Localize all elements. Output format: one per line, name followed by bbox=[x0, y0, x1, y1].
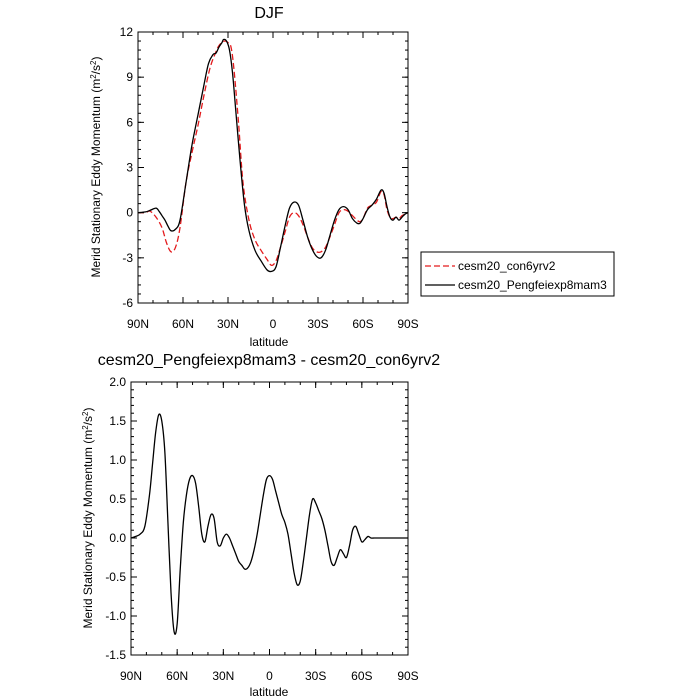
top-x-tick-label: 30N bbox=[217, 317, 239, 331]
bottom-y-tick-label: 0.0 bbox=[109, 531, 126, 545]
top-series-group bbox=[137, 38, 409, 273]
bottom-x-tick-label: 30N bbox=[212, 669, 234, 683]
top-y-tick-label: 12 bbox=[120, 25, 134, 39]
top-y-ticks: -6 -3 0 3 6 9 12 bbox=[120, 25, 408, 310]
bottom-y-tick-label: 1.5 bbox=[109, 414, 126, 428]
bottom-series-group bbox=[130, 413, 408, 635]
bottom-y-label-end: ) bbox=[81, 408, 95, 412]
top-series-line-2 bbox=[137, 38, 409, 273]
top-y-tick-label: -3 bbox=[122, 251, 133, 265]
bottom-series-line-1 bbox=[130, 413, 408, 635]
top-series-line-1 bbox=[137, 40, 409, 267]
bottom-y-axis-label: Merid Stationary Eddy Momentum (m2/s2) bbox=[81, 408, 96, 629]
top-y-label-main: Merid Stationary Eddy Momentum (m bbox=[89, 79, 103, 278]
top-y-label-sup2: 2 bbox=[89, 60, 98, 65]
top-y-label-sup: 2 bbox=[89, 74, 98, 79]
top-y-label-mid: /s bbox=[89, 65, 103, 74]
bottom-chart-title: cesm20_Pengfeiexp8mam3 - cesm20_con6yrv2 bbox=[98, 352, 441, 369]
top-y-tick-label: 6 bbox=[126, 115, 133, 129]
bottom-y-tick-label: -0.5 bbox=[105, 570, 126, 584]
bottom-y-tick-label: 2.0 bbox=[109, 375, 126, 389]
bottom-x-tick-label: 30S bbox=[305, 669, 326, 683]
top-y-tick-label: 9 bbox=[126, 70, 133, 84]
top-plot-frame bbox=[137, 31, 409, 304]
top-y-label-end: ) bbox=[89, 57, 103, 61]
top-y-tick-label: -6 bbox=[122, 296, 133, 310]
top-chart-title: DJF bbox=[254, 5, 284, 22]
top-y-tick-label: 3 bbox=[126, 161, 133, 175]
bottom-y-tick-label: -1.0 bbox=[105, 609, 126, 623]
legend-label-series-2: cesm20_Pengfeiexp8mam3 bbox=[458, 278, 607, 292]
bottom-x-tick-label: 60S bbox=[351, 669, 372, 683]
panel-top: DJF -6 -3 0 3 6 9 12 90N 60N 30N 0 30S 60S 90S latit… bbox=[89, 5, 615, 349]
bottom-x-axis-label: latitude bbox=[250, 685, 289, 699]
top-x-tick-label: 60S bbox=[352, 317, 373, 331]
top-x-axis-label: latitude bbox=[250, 335, 289, 349]
bottom-y-label-mid: /s bbox=[81, 416, 95, 425]
bottom-y-label-sup2: 2 bbox=[81, 411, 90, 416]
legend-box bbox=[420, 251, 615, 297]
bottom-x-ticks: 90N 60N 30N 0 30S 60S 90S bbox=[120, 382, 419, 683]
bottom-x-tick-label: 60N bbox=[166, 669, 188, 683]
bottom-x-tick-label: 0 bbox=[266, 669, 273, 683]
legend: cesm20_con6yrv2 cesm20_Pengfeiexp8mam3 bbox=[420, 251, 615, 297]
bottom-x-tick-label: 90N bbox=[120, 669, 142, 683]
top-y-axis-label: Merid Stationary Eddy Momentum (m2/s2) bbox=[89, 57, 104, 278]
bottom-y-ticks: -1.5 -1.0 -0.5 0.0 0.5 1.0 1.5 2.0 bbox=[105, 375, 408, 662]
bottom-y-tick-label: -1.5 bbox=[105, 648, 126, 662]
top-x-tick-label: 60N bbox=[172, 317, 194, 331]
bottom-y-tick-label: 0.5 bbox=[109, 492, 126, 506]
top-plot-area bbox=[137, 31, 409, 304]
top-x-tick-label: 0 bbox=[270, 317, 277, 331]
top-y-tick-label: 0 bbox=[126, 206, 133, 220]
top-x-tick-label: 30S bbox=[307, 317, 328, 331]
top-x-tick-label: 90S bbox=[397, 317, 418, 331]
top-x-ticks: 90N 60N 30N 0 30S 60S 90S bbox=[127, 32, 419, 331]
legend-label-series-1: cesm20_con6yrv2 bbox=[458, 259, 556, 273]
bottom-x-tick-label: 90S bbox=[397, 669, 418, 683]
panel-bottom: cesm20_Pengfeiexp8mam3 - cesm20_con6yrv2… bbox=[81, 352, 441, 699]
bottom-y-label-main: Merid Stationary Eddy Momentum (m bbox=[81, 430, 95, 629]
bottom-y-label-sup: 2 bbox=[81, 425, 90, 430]
bottom-y-tick-label: 1.0 bbox=[109, 453, 126, 467]
top-x-tick-label: 90N bbox=[127, 317, 149, 331]
